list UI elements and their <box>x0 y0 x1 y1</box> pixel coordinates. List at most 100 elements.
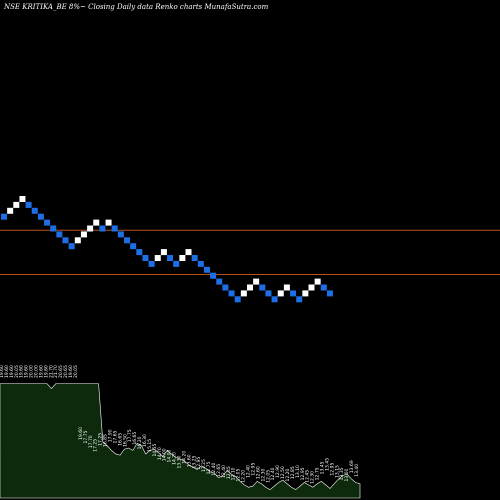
renko-brick-down <box>197 260 204 267</box>
renko-brick-up <box>80 231 87 238</box>
renko-brick-down <box>130 243 137 250</box>
volume-value-label: 12.90 <box>275 465 281 478</box>
volume-value-label: 16.30 <box>142 434 148 447</box>
volume-value-label: 12.30 <box>310 471 316 484</box>
renko-brick-down <box>31 207 38 214</box>
renko-brick-down <box>216 278 223 285</box>
renko-brick-down <box>142 255 149 261</box>
volume-value-label: 12.40 <box>246 465 252 478</box>
volume-value-label: 17.70 <box>88 435 94 448</box>
renko-brick-down <box>191 255 198 261</box>
volume-value-label: 20.00 <box>29 365 35 378</box>
renko-brick-up <box>179 255 186 261</box>
renko-brick-down <box>222 284 229 291</box>
volume-value-label: 16.50 <box>122 434 128 447</box>
chart-title: NSE KRITIKA_BE 8%~ Closing Daily data Re… <box>3 3 269 11</box>
renko-brick-down <box>62 237 69 244</box>
volume-value-label: 14.20 <box>181 451 187 464</box>
volume-value-label: 12.20 <box>241 470 247 483</box>
renko-bricks <box>1 196 333 303</box>
renko-brick-up <box>185 249 192 256</box>
volume-panel <box>0 383 361 499</box>
volume-value-label: 12.30 <box>260 469 266 482</box>
volume-value-label: 14.55 <box>152 444 158 457</box>
volume-value-label: 12.85 <box>290 466 296 479</box>
volume-value-label: 15.15 <box>147 439 153 452</box>
renko-brick-down <box>1 213 7 220</box>
volume-value-label: 17.65 <box>112 430 118 443</box>
renko-brick-down <box>25 201 32 208</box>
renko-brick-down <box>68 243 75 250</box>
renko-brick-down <box>271 296 278 303</box>
volume-value-label: 12.95 <box>196 457 202 470</box>
volume-value-label: 19.60 <box>78 427 84 440</box>
volume-value-label: 12.50 <box>280 466 286 479</box>
volume-value-label: 17.25 <box>98 433 104 446</box>
volume-value-label: 16.65 <box>132 432 138 445</box>
renko-brick-up <box>19 196 26 202</box>
volume-value-label: 12.10 <box>231 467 237 480</box>
renko-brick-down <box>44 219 51 226</box>
volume-value-label: 13.00 <box>344 469 350 482</box>
volume-value-label: 20.65 <box>58 365 64 378</box>
volume-value-label: 20.05 <box>73 365 79 378</box>
volume-value-label: 12.05 <box>265 470 271 483</box>
volume-value-label: 12.40 <box>221 465 227 478</box>
volume-value-label: 19.60 <box>0 365 5 378</box>
reference-lines <box>0 229 500 275</box>
volume-value-label: 12.75 <box>206 461 212 474</box>
volume-value-label: 12.75 <box>315 467 321 480</box>
renko-brick-up <box>277 290 284 297</box>
volume-value-label: 14.70 <box>157 447 163 460</box>
volume-value-label: 19.60 <box>24 365 30 378</box>
renko-brick-up <box>302 290 309 297</box>
volume-value-label: 16.65 <box>117 433 123 446</box>
renko-brick-up <box>93 219 100 226</box>
volume-value-label: 20.65 <box>63 365 69 378</box>
volume-area <box>0 383 361 499</box>
renko-brick-up <box>160 249 167 256</box>
renko-brick-down <box>111 225 118 232</box>
renko-brick-down <box>265 290 272 297</box>
volume-value-label: 12.95 <box>329 463 335 476</box>
renko-brick-down <box>56 231 63 238</box>
volume-value-label: 14.00 <box>162 448 168 461</box>
volume-value-label: 13.40 <box>354 464 360 477</box>
renko-brick-up <box>283 284 290 291</box>
renko-brick-down <box>148 260 155 267</box>
volume-value-label: 13.35 <box>339 467 345 480</box>
renko-brick-down <box>167 255 174 261</box>
volume-value-label: 19.60 <box>4 365 10 378</box>
volume-value-label: 12.05 <box>236 469 242 482</box>
renko-brick-up <box>87 225 94 232</box>
volume-value-label: 13.69 <box>349 460 355 473</box>
volume-value-label: 12.95 <box>300 467 306 480</box>
volume-value-label: 16.85 <box>103 434 109 447</box>
volume-value-label: 12.45 <box>305 470 311 483</box>
renko-brick-up <box>74 237 81 244</box>
renko-brick-down <box>136 249 143 256</box>
volume-value-label: 17.90 <box>107 429 113 442</box>
volume-value-label: 13.45 <box>324 458 330 471</box>
volume-value-label: 12.95 <box>250 463 256 476</box>
volume-value-label: 19.60 <box>68 365 74 378</box>
volume-value-label: 13.15 <box>334 465 340 478</box>
volume-value-label: 13.60 <box>186 454 192 467</box>
volume-labels: 19.60 19.60 19.60 20.05 19.60 19.60 20.00 20.00… <box>0 365 360 484</box>
renko-brick-down <box>296 296 303 303</box>
volume-value-label: 17.75 <box>127 429 133 442</box>
renko-brick-down <box>50 225 57 232</box>
renko-brick-up <box>247 284 253 291</box>
volume-value-label: 21.70 <box>48 365 54 378</box>
volume-value-label: 19.60 <box>38 365 44 378</box>
renko-brick-up <box>314 278 321 285</box>
volume-value-label: 17.25 <box>93 439 99 452</box>
volume-value-label: 20.05 <box>14 365 20 378</box>
renko-brick-down <box>37 213 44 220</box>
renko-brick-up <box>308 284 315 291</box>
renko-brick-up <box>7 207 14 214</box>
volume-value-label: 12.20 <box>285 469 291 482</box>
renko-brick-up <box>105 219 112 226</box>
volume-value-label: 14.20 <box>172 452 178 465</box>
renko-brick-down <box>210 272 217 279</box>
